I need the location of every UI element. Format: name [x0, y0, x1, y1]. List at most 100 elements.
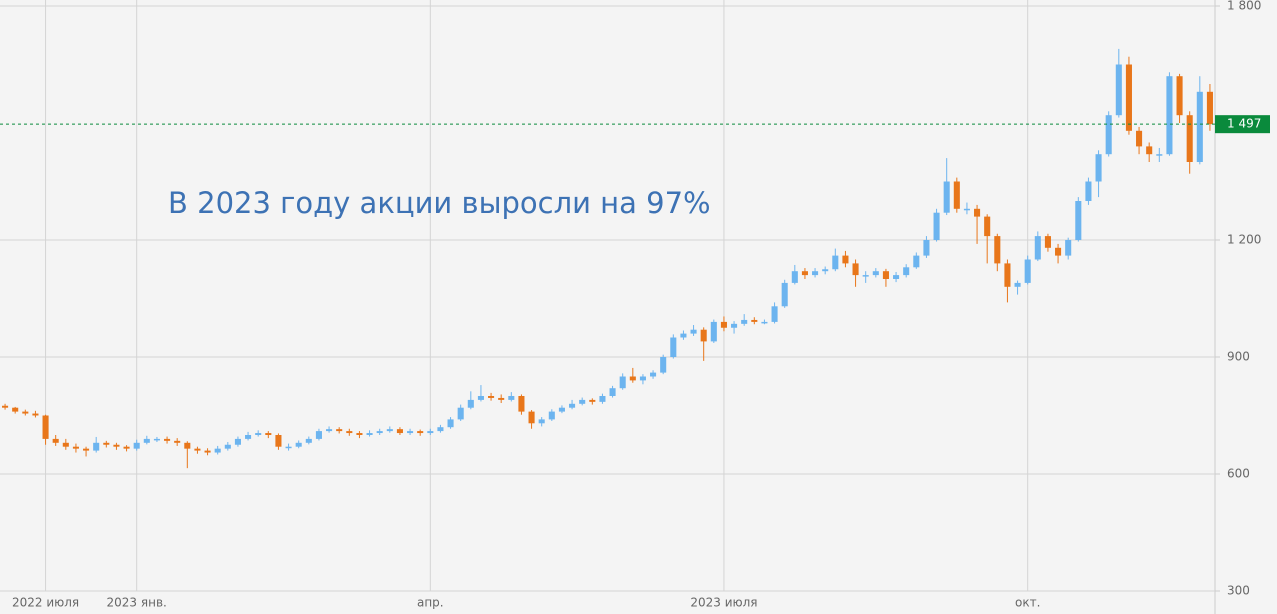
candle-body: [12, 407, 19, 412]
y-tick-label: 600: [1227, 467, 1250, 481]
candle-body: [1004, 263, 1011, 287]
candle-body: [1085, 181, 1092, 201]
candle-body: [93, 442, 100, 451]
candle-body: [528, 411, 535, 424]
candle-body: [761, 321, 768, 324]
candle-body: [164, 438, 171, 441]
candle-body: [356, 433, 363, 435]
candle-body: [336, 429, 343, 432]
candle-body: [326, 429, 333, 432]
candle-body: [417, 431, 424, 434]
candle-body: [265, 433, 272, 435]
candle-body: [1196, 91, 1203, 162]
candle-body: [508, 396, 515, 400]
candle-body: [407, 431, 414, 434]
candle-body: [984, 216, 991, 237]
candle-body: [619, 376, 626, 389]
candle-body: [832, 255, 839, 270]
candle-body: [245, 435, 252, 439]
candle-body: [467, 399, 474, 408]
candle-body: [953, 181, 960, 209]
candle-body: [184, 442, 191, 449]
x-tick-label: окт.: [1015, 596, 1040, 610]
candle-body: [569, 403, 576, 408]
candle-body: [295, 442, 302, 447]
candle-body: [842, 255, 849, 264]
candle-body: [913, 255, 920, 268]
candle-body: [933, 212, 940, 240]
candle-body: [994, 236, 1001, 264]
candle-body: [518, 396, 525, 412]
candle-body: [275, 435, 282, 447]
candle-body: [386, 429, 393, 432]
candle-body: [639, 376, 646, 381]
candle-body: [731, 323, 738, 328]
candle-body: [255, 433, 262, 435]
candle-body: [1206, 91, 1213, 125]
candle-body: [771, 306, 778, 322]
candle-body: [214, 448, 221, 453]
candle-body: [893, 275, 900, 279]
y-tick-label: 1 800: [1227, 0, 1261, 13]
candle-body: [650, 372, 657, 377]
candle-body: [660, 357, 667, 373]
candle-body: [548, 411, 555, 420]
candle-body: [852, 263, 859, 276]
candle-body: [700, 329, 707, 342]
candle-body: [52, 438, 59, 443]
candle-body: [396, 429, 403, 434]
candle-body: [923, 240, 930, 256]
candle-body: [83, 448, 90, 451]
last-price-box: [1215, 115, 1270, 134]
candle-body: [720, 321, 727, 328]
candle-body: [285, 446, 292, 449]
candle-body: [791, 271, 798, 283]
candle-body: [153, 438, 160, 441]
x-tick-label: 2023 янв.: [107, 596, 167, 610]
candle-body: [1186, 115, 1193, 162]
last-price-label: 1 497: [1227, 117, 1261, 131]
candle-body: [943, 181, 950, 213]
candle-body: [872, 271, 879, 276]
candle-body: [1014, 282, 1021, 287]
candle-body: [1075, 201, 1082, 240]
candle-body: [801, 271, 808, 276]
candle-body: [234, 438, 241, 445]
candle-body: [427, 431, 434, 434]
y-tick-label: 300: [1227, 584, 1250, 598]
candle-body: [1065, 240, 1072, 256]
candle-body: [538, 419, 545, 424]
candle-body: [1156, 154, 1163, 156]
candle-body: [204, 450, 211, 453]
candle-body: [589, 399, 596, 402]
candle-body: [72, 446, 79, 449]
candle-body: [812, 271, 819, 276]
candle-body: [194, 448, 201, 451]
candle-body: [1095, 154, 1102, 182]
y-tick-label: 1 200: [1227, 233, 1261, 247]
candle-body: [1125, 64, 1132, 131]
candle-body: [62, 442, 69, 447]
x-tick-label: 2023 июля: [690, 596, 757, 610]
candle-body: [781, 282, 788, 307]
candle-body: [42, 415, 49, 439]
candle-body: [123, 446, 130, 449]
candle-body: [376, 431, 383, 434]
candle-body: [224, 444, 231, 449]
candle-body: [670, 337, 677, 357]
candle-body: [1166, 76, 1173, 155]
candle-body: [2, 405, 9, 408]
candle-body: [447, 419, 454, 428]
candle-body: [599, 396, 606, 402]
candle-body: [32, 413, 39, 416]
x-tick-label: апр.: [417, 596, 444, 610]
candle-body: [963, 208, 970, 211]
candle-body: [113, 444, 120, 447]
candle-body: [103, 442, 110, 445]
candle-body: [437, 427, 444, 432]
candle-body: [751, 319, 758, 322]
candle-body: [558, 407, 565, 412]
candle-body: [710, 321, 717, 342]
candle-body: [174, 440, 181, 443]
